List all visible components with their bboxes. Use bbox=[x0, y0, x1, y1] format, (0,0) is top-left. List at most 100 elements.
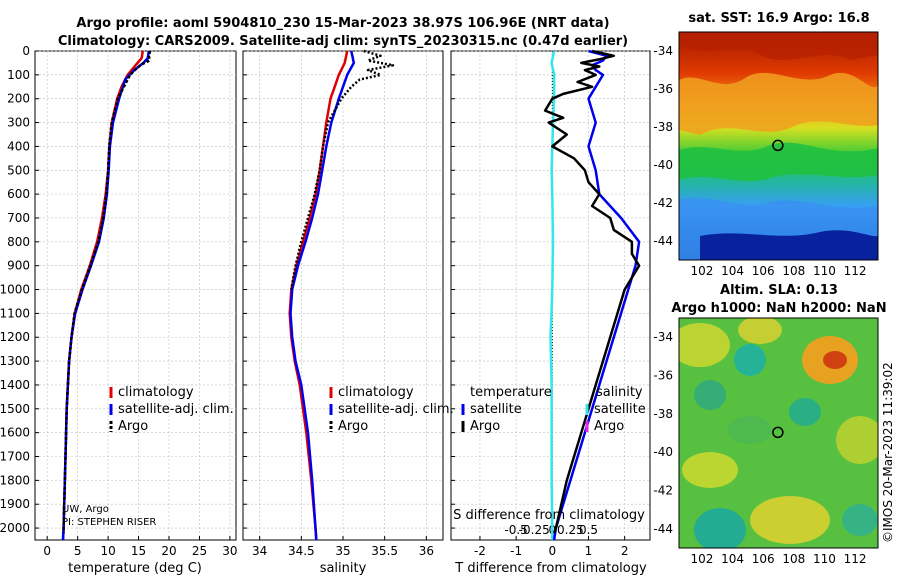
map-x-tick-label: 108 bbox=[782, 264, 805, 278]
temperature-xlabel: temperature (deg C) bbox=[68, 561, 202, 576]
x2-tick-label: -0.5 bbox=[504, 523, 527, 537]
y-tick-label: 800 bbox=[7, 235, 30, 249]
legend-label-s-argo: Argo bbox=[594, 419, 624, 434]
grid-lines bbox=[35, 50, 650, 540]
y-tick-label: 1700 bbox=[0, 450, 30, 464]
x-tick-label: 15 bbox=[131, 544, 146, 558]
x2-tick-label: -0.25 bbox=[519, 523, 550, 537]
series-line-satellite-adj-clim- bbox=[289, 50, 356, 541]
sla-map-title: Altim. SLA: 0.13 bbox=[720, 283, 838, 298]
map-y-tick-label: -42 bbox=[653, 484, 673, 498]
y-tick-label: 900 bbox=[7, 259, 30, 273]
x-tick-label: 35.5 bbox=[371, 544, 398, 558]
x-tick-label: 25 bbox=[192, 544, 207, 558]
sla-anomaly bbox=[823, 351, 847, 369]
map-y-tick-label: -40 bbox=[653, 158, 673, 172]
salinity-legend: climatology satellite-adj. clim. Argo bbox=[329, 385, 454, 434]
legend-label-satellite: satellite-adj. clim. bbox=[338, 402, 454, 417]
map-x-tick-label: 112 bbox=[844, 264, 867, 278]
series-line-satellite-adj-clim- bbox=[61, 50, 151, 541]
map-x-tick-label: 102 bbox=[691, 552, 714, 566]
map-y-tick-label: -36 bbox=[653, 82, 673, 96]
legend-label-t-satellite: satellite bbox=[470, 402, 522, 417]
legend-label-satellite: satellite-adj. clim. bbox=[118, 402, 234, 417]
map-x-tick-label: 108 bbox=[782, 552, 805, 566]
y-tick-label: 1800 bbox=[0, 473, 30, 487]
map-y-tick-label: -44 bbox=[653, 234, 673, 248]
x-tick-label: 20 bbox=[161, 544, 176, 558]
sst-warm-blob bbox=[679, 72, 878, 135]
sla-anomaly bbox=[734, 344, 766, 376]
legend-label-t-argo: Argo bbox=[470, 419, 500, 434]
sst-map bbox=[679, 32, 878, 260]
map-y-tick-label: -34 bbox=[653, 330, 673, 344]
map-x-tick-label: 106 bbox=[752, 264, 775, 278]
map-x-tick-label: 102 bbox=[691, 264, 714, 278]
series-line-t-satellite bbox=[552, 49, 641, 541]
map-x-tick-label: 110 bbox=[813, 264, 836, 278]
x-tick-label: 34.5 bbox=[288, 544, 315, 558]
series-layer bbox=[61, 49, 641, 541]
y-tick-label: 700 bbox=[7, 211, 30, 225]
difference-xlabel: T difference from climatology bbox=[454, 561, 647, 576]
series-line-climatology bbox=[288, 50, 349, 541]
y-tick-label: 500 bbox=[7, 163, 30, 177]
map-y-tick-label: -44 bbox=[653, 522, 673, 536]
y-tick-label: 1500 bbox=[0, 402, 30, 416]
legend-header-temperature: temperature bbox=[470, 385, 552, 400]
sla-anomaly bbox=[750, 496, 830, 544]
legend-label-argo: Argo bbox=[338, 419, 368, 434]
map-y-tick-label: -34 bbox=[653, 44, 673, 58]
y-tick-label: 1600 bbox=[0, 426, 30, 440]
y-tick-label: 1400 bbox=[0, 378, 30, 392]
sla-anomaly bbox=[738, 318, 782, 344]
y-tick-label: 1000 bbox=[0, 283, 30, 297]
series-line-argo bbox=[290, 49, 395, 290]
sst-warm-blob bbox=[679, 32, 878, 60]
y-tick-label: 1200 bbox=[0, 330, 30, 344]
map-y-tick-label: -38 bbox=[653, 407, 673, 421]
x-tick-label: 35 bbox=[335, 544, 350, 558]
sst-map-frame bbox=[678, 31, 879, 261]
y-tick-label: 600 bbox=[7, 187, 30, 201]
sla-map-frame bbox=[678, 317, 879, 549]
legend-label-climatology: climatology bbox=[118, 385, 194, 400]
difference-plot-frame bbox=[450, 50, 651, 541]
figure-title-line2: Climatology: CARS2009. Satellite-adj cli… bbox=[58, 34, 628, 49]
y-tick-label: 100 bbox=[7, 68, 30, 82]
map-x-tick-label: 106 bbox=[752, 552, 775, 566]
map-y-tick-label: -42 bbox=[653, 196, 673, 210]
x-tick-label: 34 bbox=[252, 544, 267, 558]
legend-label-s-satellite: satellite bbox=[594, 402, 646, 417]
x-tick-label: 36 bbox=[419, 544, 434, 558]
map-x-tick-label: 112 bbox=[844, 552, 867, 566]
x-tick-label: -1 bbox=[510, 544, 522, 558]
y-tick-label: 2000 bbox=[0, 521, 30, 535]
sst-map-title: sat. SST: 16.9 Argo: 16.8 bbox=[688, 11, 869, 26]
sla-anomaly bbox=[728, 416, 772, 444]
y-tick-label: 300 bbox=[7, 116, 30, 130]
map-y-tick-label: -38 bbox=[653, 120, 673, 134]
map-x-tick-label: 104 bbox=[721, 552, 744, 566]
axis-ticks: 0 5 10 15 20 25 300100200300400500600700800900… bbox=[0, 44, 866, 566]
imos-watermark: ©IMOS 20-Mar-2023 11:39:02 bbox=[881, 362, 895, 543]
x-tick-label: 10 bbox=[100, 544, 115, 558]
x-tick-label: 0 bbox=[43, 544, 51, 558]
difference-x2label: S difference from climatology bbox=[453, 508, 645, 523]
sla-anomaly bbox=[694, 508, 746, 548]
sla-map bbox=[679, 318, 878, 548]
credit-line1: UW, Argo bbox=[62, 504, 109, 515]
y-tick-label: 400 bbox=[7, 139, 30, 153]
x-tick-label: 2 bbox=[621, 544, 629, 558]
y-tick-label: 1100 bbox=[0, 306, 30, 320]
sla-map-subtitle: Argo h1000: NaN h2000: NaN bbox=[671, 301, 886, 316]
x-tick-label: 0 bbox=[548, 544, 556, 558]
x-tick-label: -2 bbox=[474, 544, 486, 558]
y-tick-label: 0 bbox=[22, 44, 30, 58]
series-line-t-argo bbox=[543, 49, 641, 534]
map-y-tick-label: -40 bbox=[653, 445, 673, 459]
sla-argo-location-marker bbox=[772, 426, 784, 439]
series-line-climatology bbox=[61, 50, 145, 541]
x-tick-label: 1 bbox=[585, 544, 593, 558]
